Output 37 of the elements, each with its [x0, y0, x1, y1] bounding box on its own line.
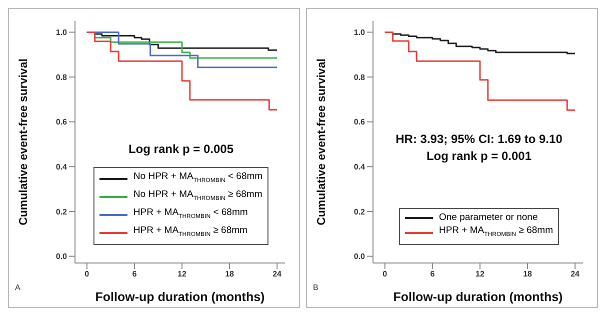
- x-tick-label: 18: [225, 270, 235, 279]
- text: B: [313, 283, 318, 292]
- x-tick-label: 12: [178, 270, 187, 279]
- y-tick-label: 0.6: [56, 118, 68, 127]
- x-tick-label: 6: [132, 270, 138, 279]
- y-tick-label: 0.8: [354, 72, 366, 82]
- x-axis-title: Follow-up duration (months): [95, 290, 265, 304]
- y-axis-title: Cumulative event-free survival: [316, 58, 328, 226]
- x-tick-label: 6: [430, 270, 436, 279]
- annotation: HR: 3.93; 95% CI: 1.69 to 9.10: [396, 132, 562, 146]
- y-tick-label: 0.6: [354, 118, 366, 127]
- y-tick-label: 0.4: [354, 162, 366, 172]
- y-tick-label: 1.0: [354, 28, 366, 38]
- y-tick-label: 0.8: [56, 72, 68, 82]
- legend-label: One parameter or none: [438, 211, 538, 224]
- legend-label: No HPR + MA$_{THROMBIN}$ ≥ 68mm: [133, 188, 262, 204]
- x-tick-label: 24: [570, 270, 580, 279]
- y-tick-label: 1.0: [56, 28, 68, 38]
- y-tick-label: 0.4: [56, 162, 68, 172]
- y-tick-label: 0.2: [56, 207, 68, 216]
- x-tick-label: 12: [476, 270, 485, 279]
- x-tick-label: 24: [272, 270, 282, 279]
- annotation: Log rank p = 0.005: [128, 142, 234, 156]
- y-tick-label: 0.0: [56, 252, 68, 262]
- legend-label: HPR + MA$_{THROMBIN}$ ≥ 68mm: [133, 224, 248, 240]
- y-tick-label: 0.2: [354, 207, 366, 216]
- legend-label: HPR + MA$_{THROMBIN}$ < 68mm: [133, 206, 248, 222]
- legend-label: No HPR + MA$_{THROMBIN}$ < 68mm: [133, 170, 263, 186]
- text: A: [15, 283, 20, 292]
- x-axis-title: Follow-up duration (months): [393, 290, 563, 304]
- y-axis-title: Cumulative event-free survival: [18, 58, 30, 226]
- annotation: Log rank p = 0.001: [426, 148, 532, 163]
- x-tick-label: 18: [523, 270, 533, 279]
- x-tick-label: 0: [382, 270, 388, 279]
- legend-label: HPR + MA$_{THROMBIN}$ ≥ 68mm: [438, 224, 554, 240]
- y-tick-label: 0.0: [354, 252, 366, 262]
- x-tick-label: 0: [84, 270, 90, 279]
